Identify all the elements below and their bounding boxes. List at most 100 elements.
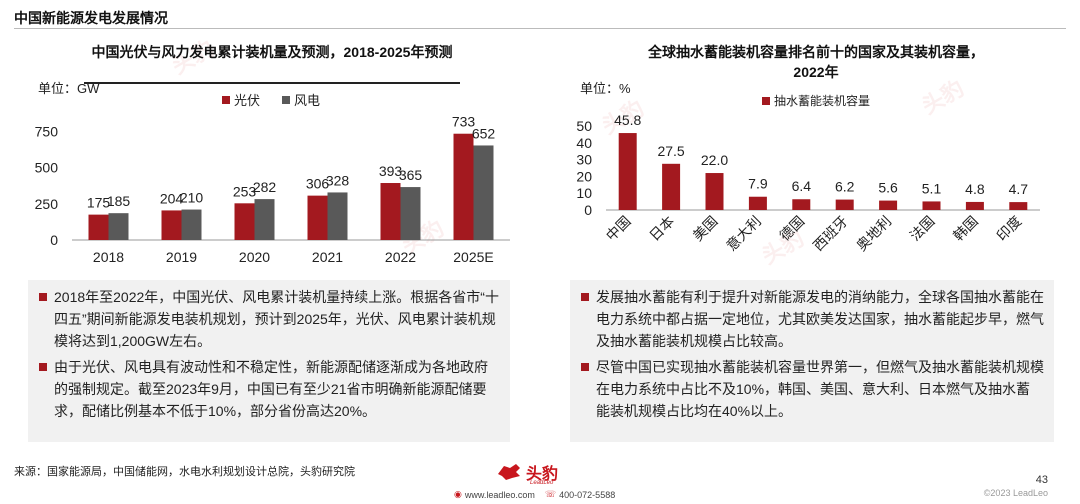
bullet-square-icon — [39, 363, 47, 371]
bar-solar — [161, 210, 182, 240]
data-label: 5.1 — [922, 180, 942, 196]
source-note: 来源：国家能源局，中国储能网，水电水利规划设计总院，头豹研究院 — [14, 466, 355, 478]
x-tick-label: 2022 — [385, 249, 416, 265]
data-label: 204 — [160, 190, 184, 206]
left-chart-legend: 光伏 风电 — [222, 90, 320, 109]
data-label: 185 — [107, 193, 131, 209]
left-note-text: 由于光伏、风电具有波动性和不稳定性，新能源配储逐渐成为各地政府的强制规定。截至2… — [54, 359, 488, 419]
bar-pumped-storage — [705, 173, 724, 210]
y-tick-label: 250 — [35, 196, 59, 212]
bar-wind — [473, 145, 494, 240]
x-tick-label: 德国 — [776, 213, 807, 244]
x-tick-label: 2020 — [239, 249, 270, 265]
data-label: 45.8 — [614, 112, 641, 128]
x-tick-label: 奥地利 — [853, 213, 894, 254]
x-tick-label: 法国 — [907, 213, 938, 244]
legend-swatch-solar — [222, 95, 230, 104]
data-label: 4.7 — [1009, 181, 1029, 197]
phone-icon: ☏ — [544, 489, 557, 499]
x-tick-label: 韩国 — [950, 213, 981, 244]
y-tick-label: 30 — [576, 152, 592, 168]
bar-solar — [307, 195, 328, 240]
data-label: 733 — [452, 114, 476, 130]
bar-pumped-storage — [792, 199, 811, 210]
right-notes-panel: 发展抽水蓄能有利于提升对新能源发电的消纳能力，全球各国抽水蓄能在电力系统中都占据… — [570, 280, 1054, 442]
right-note-item: 发展抽水蓄能有利于提升对新能源发电的消纳能力，全球各国抽水蓄能在电力系统中都占据… — [580, 286, 1044, 352]
bar-pumped-storage — [835, 199, 854, 210]
bar-solar — [380, 183, 401, 240]
legend-swatch-pumped-storage — [762, 96, 770, 105]
bar-pumped-storage — [922, 201, 941, 210]
page-number: 43 — [1035, 474, 1048, 486]
bullet-square-icon — [581, 293, 589, 301]
data-label: 22.0 — [701, 152, 728, 168]
left-notes-panel: 2018年至2022年，中国光伏、风电累计装机量持续上涨。根据各省市“十四五”期… — [28, 280, 510, 442]
data-label: 365 — [399, 167, 423, 183]
y-tick-label: 40 — [576, 135, 592, 151]
right-chart-unit: 单位：% — [580, 81, 631, 96]
right-note-text: 尽管中国已实现抽水蓄能装机容量世界第一，但燃气及抽水蓄能装机规模在电力系统中占比… — [596, 359, 1044, 419]
data-label: 7.9 — [748, 176, 768, 192]
x-tick-label: 中国 — [603, 213, 634, 244]
bar-solar — [234, 203, 255, 240]
data-label: 27.5 — [657, 143, 684, 159]
copyright: ©2023 LeadLeo — [983, 488, 1048, 498]
x-tick-label: 印度 — [993, 213, 1024, 244]
x-tick-label: 2018 — [93, 249, 124, 265]
legend-label-pumped-storage: 抽水蓄能装机容量 — [774, 94, 871, 108]
left-note-item: 2018年至2022年，中国光伏、风电累计装机量持续上涨。根据各省市“十四五”期… — [38, 286, 500, 352]
contact-bar: ◉ www.leadleo.com ☏ 400-072-5588 — [454, 489, 615, 500]
x-tick-label: 日本 — [646, 213, 677, 244]
data-label: 5.6 — [878, 180, 898, 196]
y-tick-label: 10 — [576, 185, 592, 201]
y-tick-label: 500 — [35, 160, 59, 176]
bar-wind — [108, 213, 129, 240]
leopard-logo-icon — [498, 464, 520, 480]
data-label: 652 — [472, 125, 496, 141]
website-link[interactable]: www.leadleo.com — [464, 489, 535, 500]
right-chart-title: 全球抽水蓄能装机容量排名前十的国家及其装机容量，2022年 — [648, 44, 984, 80]
y-tick-label: 0 — [50, 232, 58, 248]
brand-logo-subtext: LeadLeo — [530, 480, 554, 486]
data-label: 6.4 — [792, 178, 812, 194]
x-tick-label: 西班牙 — [810, 213, 851, 254]
x-tick-label: 2021 — [312, 249, 343, 265]
bar-pumped-storage — [618, 133, 637, 210]
data-label: 175 — [87, 195, 111, 211]
bar-wind — [327, 192, 348, 240]
data-label: 210 — [180, 190, 204, 206]
data-label: 4.8 — [965, 181, 985, 197]
data-label: 6.2 — [835, 179, 855, 195]
bar-wind — [400, 187, 421, 240]
right-note-text: 发展抽水蓄能有利于提升对新能源发电的消纳能力，全球各国抽水蓄能在电力系统中都占据… — [596, 289, 1044, 349]
phone-number: 400-072-5588 — [559, 489, 616, 500]
right-note-item: 尽管中国已实现抽水蓄能装机容量世界第一，但燃气及抽水蓄能装机规模在电力系统中占比… — [580, 356, 1044, 422]
bar-pumped-storage — [879, 200, 898, 210]
data-label: 328 — [326, 172, 350, 188]
bar-pumped-storage — [965, 201, 984, 210]
x-tick-label: 意大利 — [723, 213, 764, 254]
bullet-square-icon — [39, 293, 47, 301]
bar-solar — [453, 133, 474, 240]
data-label: 393 — [379, 163, 403, 179]
bar-pumped-storage — [748, 196, 767, 210]
left-note-text: 2018年至2022年，中国光伏、风电累计装机量持续上涨。根据各省市“十四五”期… — [54, 289, 499, 349]
left-note-item: 由于光伏、风电具有波动性和不稳定性，新能源配储逐渐成为各地政府的强制规定。截至2… — [38, 356, 500, 422]
brand-logo-text: 头豹 — [526, 466, 559, 483]
left-chart-unit: 单位：GW — [38, 81, 100, 96]
bullet-square-icon — [581, 363, 589, 371]
x-tick-label: 2019 — [166, 249, 197, 265]
bar-wind — [181, 209, 202, 240]
data-label: 306 — [306, 176, 330, 192]
bar-pumped-storage — [1009, 202, 1028, 210]
y-tick-label: 0 — [584, 202, 592, 218]
title-divider — [14, 28, 1066, 29]
x-tick-label: 美国 — [690, 213, 721, 244]
legend-label-solar: 光伏 — [234, 93, 261, 108]
y-tick-label: 750 — [35, 123, 59, 139]
legend-label-wind: 风电 — [294, 93, 321, 108]
x-tick-label: 2025E — [453, 249, 493, 265]
bar-solar — [88, 214, 109, 240]
